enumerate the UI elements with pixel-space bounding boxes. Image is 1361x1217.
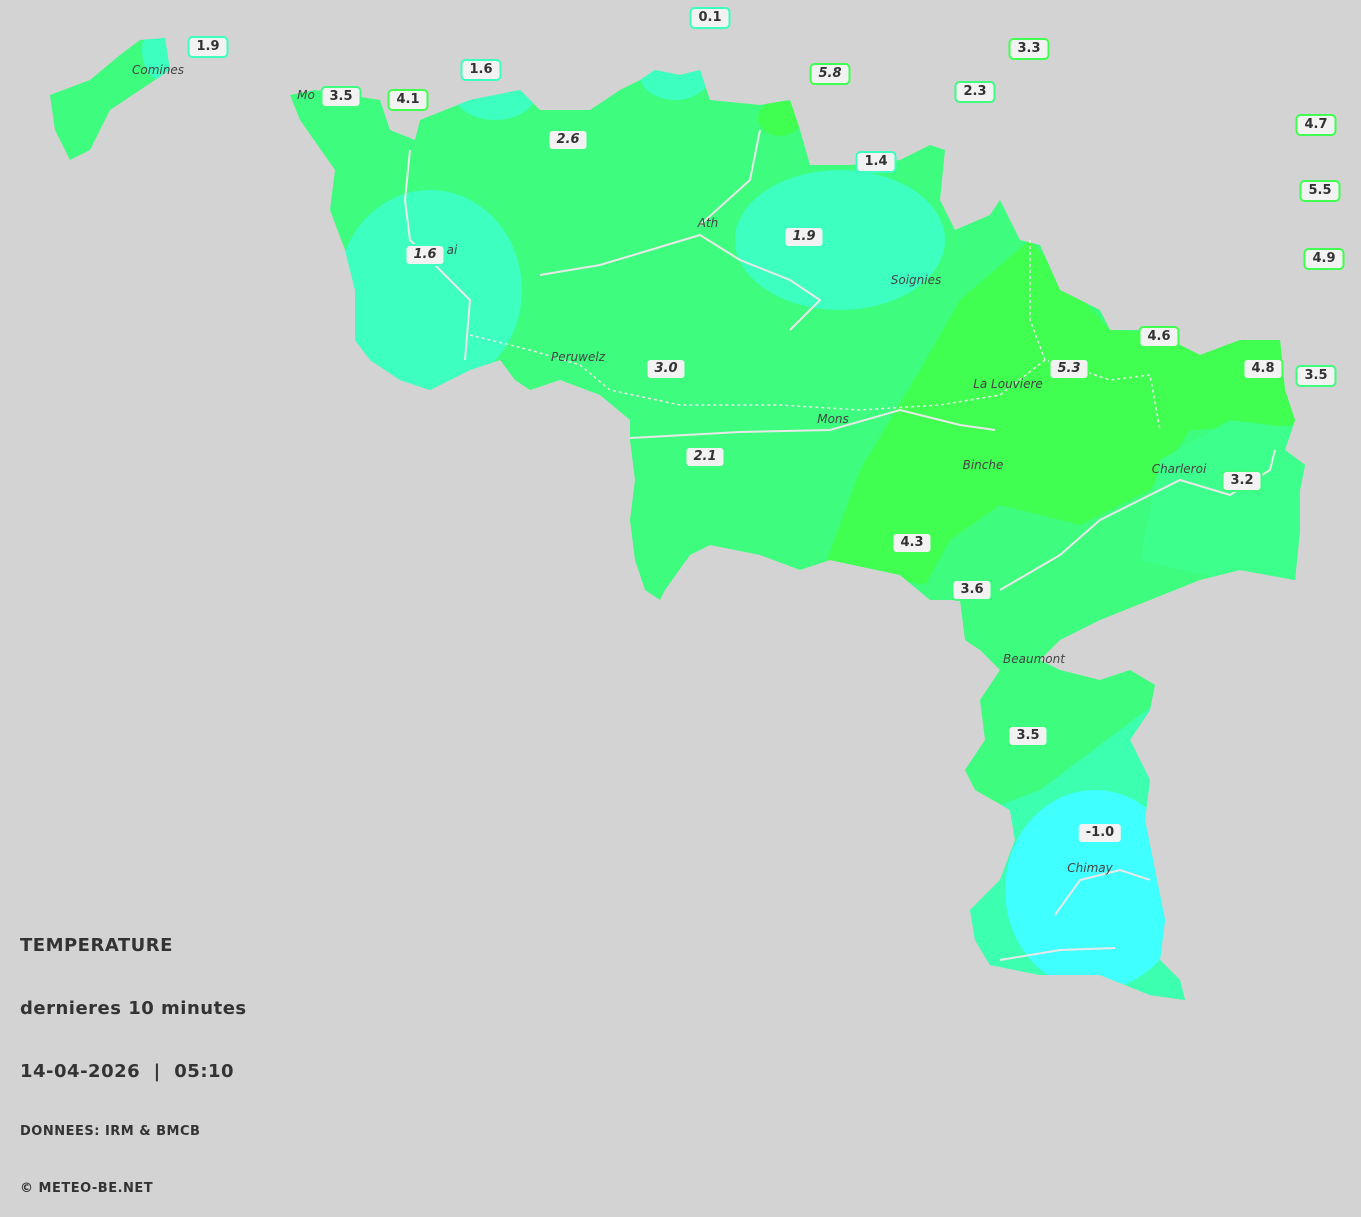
- station-label: 3.5: [320, 86, 362, 108]
- station-label: 1.9: [783, 226, 825, 248]
- legend-copyright: © METEO-BE.NET: [20, 1181, 154, 1196]
- station-label: 2.6: [547, 129, 589, 151]
- legend: TEMPERATURE dernieres 10 minutes 14-04-2…: [20, 895, 247, 1217]
- city-label: Ath: [697, 216, 719, 230]
- station-label: 4.7: [1295, 114, 1337, 136]
- rivers: [403, 129, 1276, 961]
- city-label: Peruwelz: [551, 350, 606, 364]
- station-label: 1.4: [855, 151, 897, 173]
- city-label: Mo: [297, 88, 315, 102]
- station-label: 3.3: [1008, 38, 1050, 60]
- station-label: 4.3: [891, 532, 933, 554]
- station-label: -1.0: [1076, 822, 1124, 844]
- station-label: 4.9: [1303, 248, 1345, 270]
- city-label: Beaumont: [1003, 652, 1066, 666]
- city-labels: Comines Mo ai Ath Soignies Peruwelz La L…: [132, 63, 1207, 875]
- station-label: 1.6: [404, 244, 446, 266]
- city-label: Mons: [817, 412, 849, 426]
- station-label: 3.0: [645, 358, 687, 380]
- station-label: 4.8: [1242, 358, 1284, 380]
- station-label: 5.5: [1299, 180, 1341, 202]
- station-label: 5.3: [1048, 358, 1090, 380]
- station-label: 4.6: [1138, 326, 1180, 348]
- station-label: 1.6: [460, 59, 502, 81]
- station-label: 1.9: [187, 36, 229, 58]
- station-label: 4.1: [387, 89, 429, 111]
- temperature-zones: [50, 38, 1305, 1000]
- station-label: 3.2: [1221, 470, 1263, 492]
- station-label: 0.1: [689, 7, 731, 29]
- city-label: Chimay: [1067, 861, 1113, 875]
- station-label: 3.5: [1007, 725, 1049, 747]
- city-label: Soignies: [891, 273, 941, 287]
- station-label: 3.6: [951, 579, 993, 601]
- map: Comines Mo ai Ath Soignies Peruwelz La L…: [50, 38, 1305, 1000]
- legend-source: DONNEES: IRM & BMCB: [20, 1124, 201, 1139]
- legend-subtitle: dernieres 10 minutes: [20, 998, 247, 1019]
- legend-title: TEMPERATURE: [20, 935, 173, 956]
- city-label: Comines: [132, 63, 184, 77]
- borders: [469, 240, 1161, 431]
- station-label: 5.8: [809, 63, 851, 85]
- city-label: Binche: [963, 458, 1004, 472]
- legend-datetime: 14-04-2026 | 05:10: [20, 1061, 235, 1082]
- city-label: La Louviere: [973, 377, 1043, 391]
- city-label: ai: [447, 243, 458, 257]
- station-label: 3.5: [1295, 365, 1337, 387]
- page: Comines Mo ai Ath Soignies Peruwelz La L…: [20, 7, 1345, 1196]
- station-label: 2.3: [954, 81, 996, 103]
- city-label: Charleroi: [1152, 462, 1207, 476]
- station-label: 2.1: [684, 446, 726, 468]
